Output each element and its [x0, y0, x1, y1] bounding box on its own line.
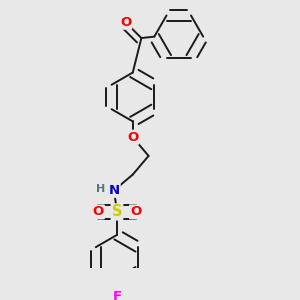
Text: O: O	[127, 131, 138, 144]
Text: O: O	[130, 206, 141, 218]
Text: S: S	[112, 204, 122, 219]
Text: O: O	[93, 206, 104, 218]
Text: N: N	[109, 184, 120, 197]
Text: H: H	[96, 184, 105, 194]
Text: F: F	[112, 290, 122, 300]
Text: O: O	[120, 16, 131, 29]
